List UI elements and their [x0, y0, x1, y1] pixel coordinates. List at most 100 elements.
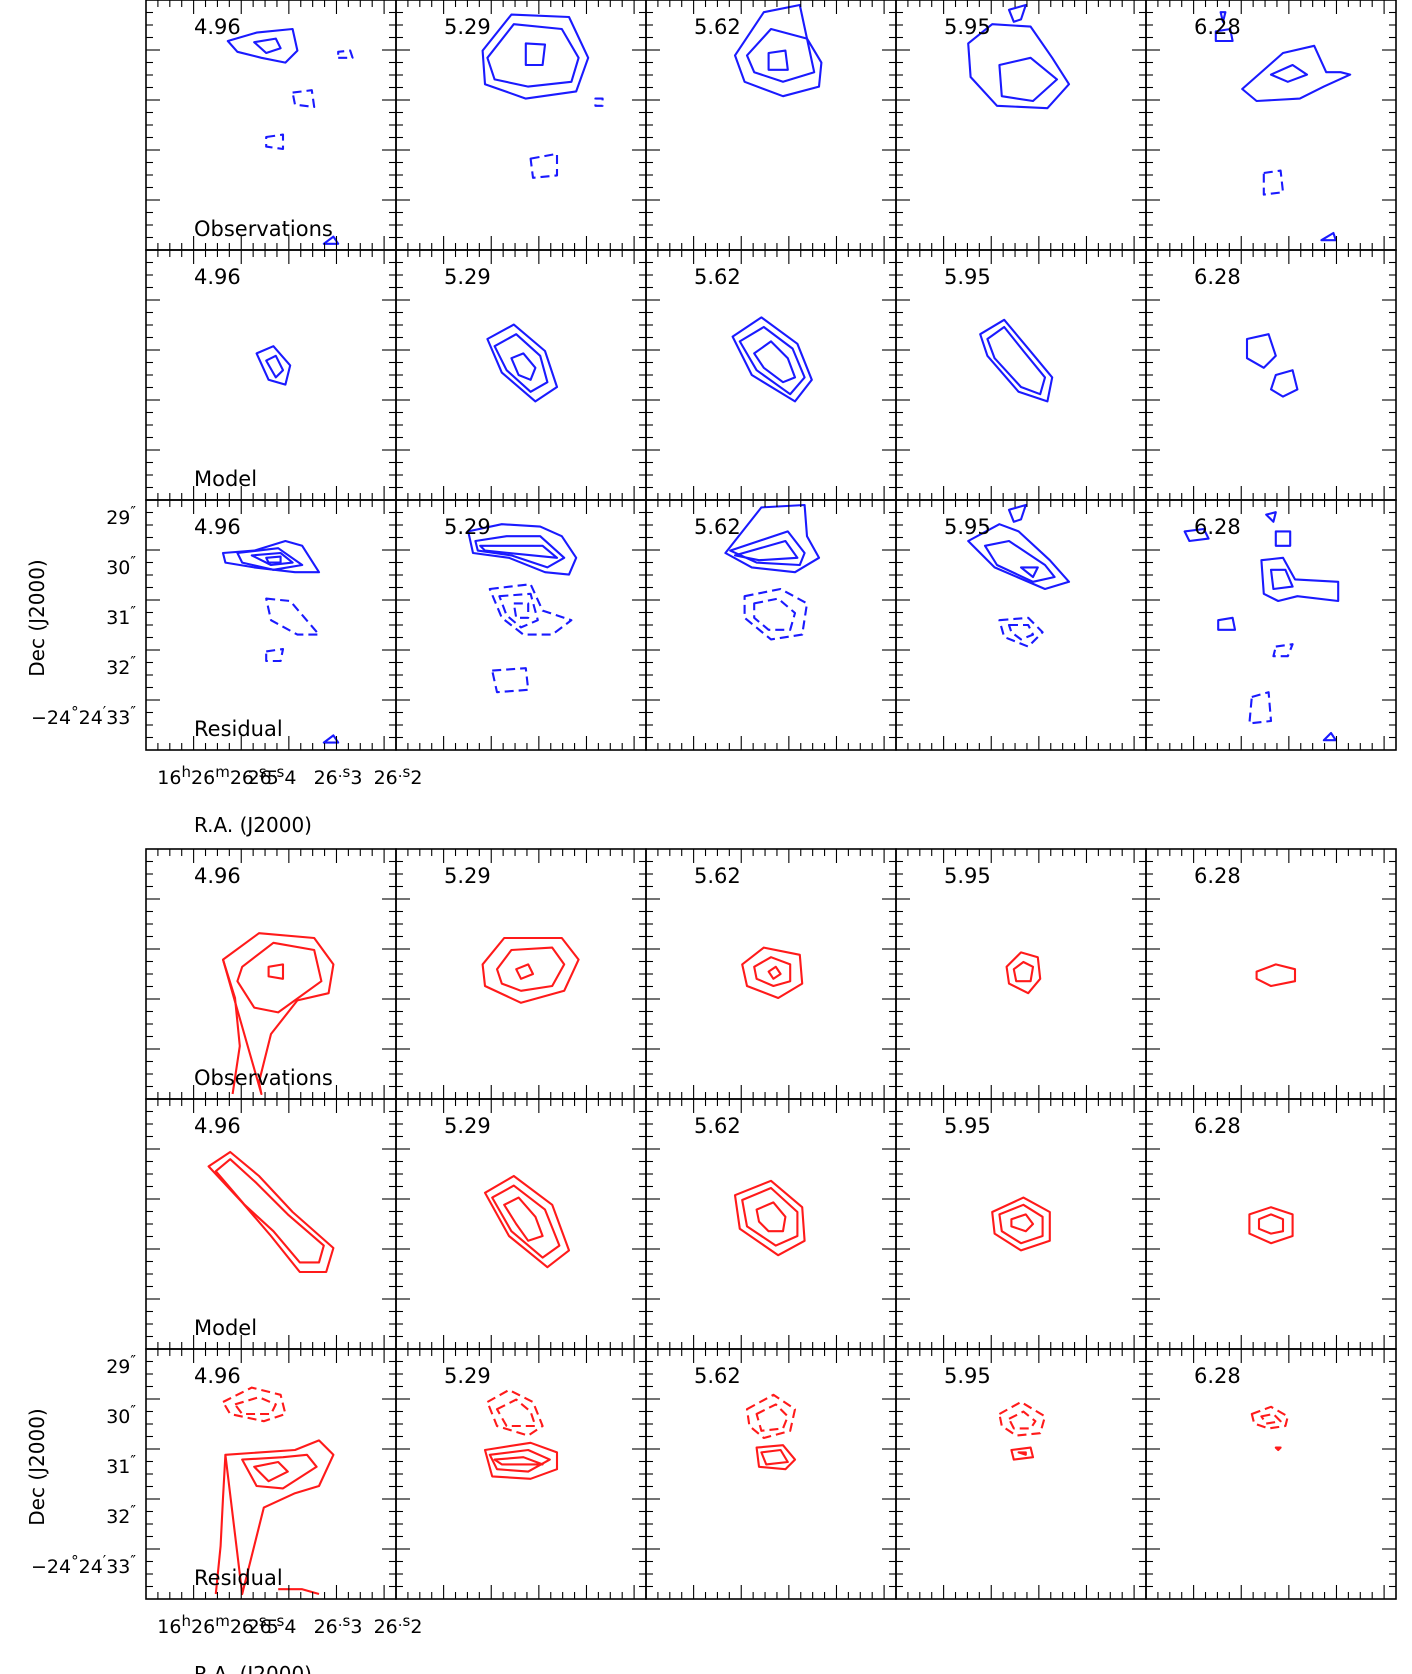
- positive-contour: [1265, 511, 1277, 523]
- velocity-label: 5.95: [944, 515, 991, 539]
- panel-frame: [145, 1098, 397, 1350]
- tick-marks: [1146, 849, 1396, 1099]
- panel-frame: [895, 499, 1147, 751]
- tick-marks: [396, 1349, 646, 1599]
- panel-red-residual-0: 4.96 Residual: [145, 1348, 397, 1600]
- negative-contour: [233, 1396, 277, 1416]
- positive-contour: [486, 23, 580, 88]
- contour-set: [1255, 963, 1297, 988]
- positive-contour: [524, 42, 547, 67]
- positive-contour: [1269, 63, 1309, 83]
- positive-contour: [1007, 503, 1027, 523]
- velocity-label: 6.28: [1194, 1364, 1241, 1388]
- panel-frame: [395, 0, 647, 251]
- positive-contour: [1017, 1451, 1027, 1456]
- contour-set: [207, 1150, 335, 1274]
- positive-contour: [322, 235, 340, 245]
- positive-contour: [1214, 27, 1234, 43]
- contour-set: [226, 27, 354, 245]
- panel-frame: [895, 1098, 1147, 1350]
- tick-marks: [1146, 500, 1396, 750]
- contour-set: [1248, 1206, 1294, 1245]
- positive-contour: [488, 1448, 551, 1473]
- contour-set: [731, 316, 813, 403]
- negative-contour: [1250, 1405, 1289, 1430]
- positive-contour: [998, 56, 1059, 103]
- negative-contour: [745, 1393, 797, 1440]
- tick-marks: [646, 250, 896, 500]
- panel-blue-residual-3: 5.95: [895, 499, 1147, 751]
- y-tick-label: 29″: [106, 503, 136, 529]
- row-label-model: Model: [194, 1316, 257, 1340]
- panel-frame: [1145, 1348, 1397, 1600]
- panel-red-residual-2: 5.62: [645, 1348, 897, 1600]
- velocity-label: 5.95: [944, 15, 991, 39]
- panel-frame: [1145, 0, 1397, 251]
- positive-contour: [278, 1588, 320, 1596]
- panel-frame: [1145, 1098, 1397, 1350]
- panel-blue-residual-0: 4.96 Residual: [145, 499, 397, 751]
- tick-marks: [146, 849, 396, 1099]
- positive-contour: [967, 23, 1071, 110]
- negative-contour: [755, 1403, 789, 1432]
- positive-contour: [1010, 1446, 1035, 1461]
- panel-red-observations-2: 5.62: [645, 848, 897, 1100]
- positive-contour: [250, 551, 294, 567]
- contour-set: [745, 1393, 797, 1471]
- negative-contour: [265, 133, 285, 151]
- contour-set: [483, 1388, 559, 1480]
- negative-contour: [753, 597, 797, 631]
- positive-contour: [265, 354, 285, 379]
- positive-contour: [767, 49, 789, 71]
- contour-set: [1245, 333, 1299, 398]
- velocity-label: 6.28: [1194, 515, 1241, 539]
- panel-frame: [1145, 249, 1397, 501]
- tick-marks: [896, 1349, 1146, 1599]
- contour-set: [991, 1196, 1051, 1252]
- y-tick-label: 29″: [106, 1352, 136, 1378]
- panel-red-model-4: 6.28: [1145, 1098, 1397, 1350]
- panel-blue-residual-2: 5.62: [645, 499, 897, 751]
- y-tick-label: −24°24′33″: [31, 1552, 136, 1578]
- positive-contour: [745, 27, 816, 83]
- tick-marks: [146, 500, 396, 750]
- negative-contour: [1248, 691, 1273, 725]
- positive-contour: [767, 965, 782, 980]
- panel-frame: [395, 499, 647, 751]
- panel-blue-residual-4: 6.28: [1145, 499, 1397, 751]
- positive-contour: [1274, 1446, 1282, 1452]
- negative-contour: [491, 667, 530, 694]
- velocity-label: 4.96: [194, 1364, 241, 1388]
- tick-marks: [146, 0, 396, 250]
- row-label-observations: Observations: [194, 217, 333, 241]
- negative-contour: [486, 1388, 544, 1437]
- tick-marks: [896, 250, 1146, 500]
- tick-marks: [646, 500, 896, 750]
- positive-contour: [741, 1186, 799, 1247]
- panel-blue-observations-2: 5.62: [645, 0, 897, 251]
- positive-contour: [1007, 3, 1027, 23]
- positive-contour: [479, 544, 559, 559]
- velocity-label: 5.29: [444, 1364, 491, 1388]
- contour-set: [221, 539, 340, 744]
- x-tick-label: 16h26m26.s5: [157, 763, 278, 789]
- y-tick-label: 30″: [106, 553, 136, 579]
- contour-set: [979, 318, 1054, 403]
- positive-contour: [1219, 11, 1227, 23]
- positive-contour: [1255, 963, 1297, 988]
- contour-set: [967, 503, 1071, 648]
- contour-set: [1214, 11, 1352, 242]
- velocity-label: 5.62: [694, 864, 741, 888]
- velocity-label: 4.96: [194, 265, 241, 289]
- panel-frame: [1145, 499, 1397, 751]
- positive-contour: [481, 936, 580, 1004]
- positive-contour: [979, 318, 1054, 403]
- y-tick-label: 30″: [106, 1402, 136, 1428]
- panel-red-model-3: 5.95: [895, 1098, 1147, 1350]
- panel-frame: [145, 249, 397, 501]
- x-tick-label: 26.s4: [248, 763, 297, 789]
- positive-contour: [1260, 556, 1340, 603]
- panel-frame: [1145, 848, 1397, 1100]
- negative-contour: [265, 647, 285, 663]
- panel-frame: [645, 0, 897, 251]
